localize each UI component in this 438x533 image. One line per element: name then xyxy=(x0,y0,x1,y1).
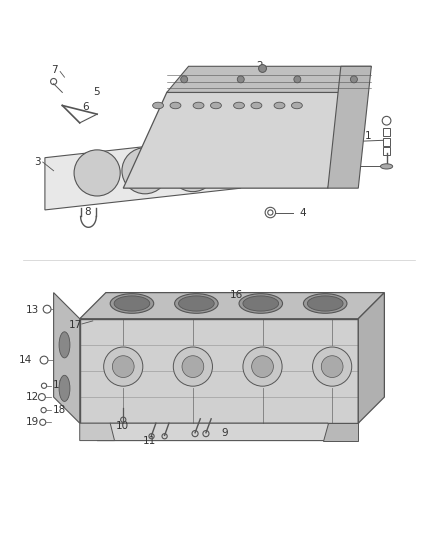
Text: 10: 10 xyxy=(116,421,128,431)
Circle shape xyxy=(258,64,266,72)
Circle shape xyxy=(113,356,134,377)
Bar xyxy=(383,147,391,155)
Text: 13: 13 xyxy=(25,305,39,315)
Bar xyxy=(383,138,391,146)
Circle shape xyxy=(173,347,212,386)
Polygon shape xyxy=(45,136,241,210)
Ellipse shape xyxy=(114,296,150,311)
Circle shape xyxy=(237,76,244,83)
Polygon shape xyxy=(167,66,371,92)
Text: 17: 17 xyxy=(69,320,82,330)
Circle shape xyxy=(252,356,273,377)
Ellipse shape xyxy=(59,332,70,358)
Polygon shape xyxy=(323,423,358,441)
Text: 9: 9 xyxy=(221,428,228,438)
Text: 2: 2 xyxy=(256,61,263,71)
Circle shape xyxy=(182,356,204,377)
Polygon shape xyxy=(97,423,341,441)
Circle shape xyxy=(181,76,187,83)
Ellipse shape xyxy=(239,294,283,313)
Circle shape xyxy=(321,356,343,377)
Text: 11: 11 xyxy=(143,435,156,446)
Ellipse shape xyxy=(243,296,279,311)
Polygon shape xyxy=(358,293,385,423)
Text: 16: 16 xyxy=(230,290,243,300)
Ellipse shape xyxy=(291,102,302,109)
Ellipse shape xyxy=(381,164,392,169)
Text: 18: 18 xyxy=(53,405,66,415)
Text: 4: 4 xyxy=(300,207,306,217)
Ellipse shape xyxy=(110,294,154,313)
Text: 3: 3 xyxy=(34,157,41,167)
Text: 5: 5 xyxy=(93,87,99,98)
Ellipse shape xyxy=(175,294,218,313)
Ellipse shape xyxy=(304,294,347,313)
Ellipse shape xyxy=(193,102,204,109)
Circle shape xyxy=(294,76,301,83)
Ellipse shape xyxy=(251,102,262,109)
Text: 8: 8 xyxy=(84,207,91,217)
Polygon shape xyxy=(80,293,385,319)
Ellipse shape xyxy=(179,296,214,311)
Text: 14: 14 xyxy=(19,355,32,365)
Ellipse shape xyxy=(211,102,221,109)
Circle shape xyxy=(74,150,120,196)
Polygon shape xyxy=(123,92,358,188)
Circle shape xyxy=(122,148,168,194)
Bar xyxy=(383,128,391,136)
Text: 6: 6 xyxy=(82,102,88,112)
Ellipse shape xyxy=(274,102,285,109)
Circle shape xyxy=(313,347,352,386)
Circle shape xyxy=(243,347,282,386)
Ellipse shape xyxy=(170,102,181,109)
Ellipse shape xyxy=(152,102,163,109)
Text: 7: 7 xyxy=(51,65,58,75)
Text: 1: 1 xyxy=(365,131,371,141)
Ellipse shape xyxy=(307,296,343,311)
Text: 12: 12 xyxy=(25,392,39,402)
Circle shape xyxy=(104,347,143,386)
Polygon shape xyxy=(328,66,371,188)
Circle shape xyxy=(350,76,357,83)
Ellipse shape xyxy=(233,102,244,109)
Polygon shape xyxy=(53,293,80,423)
Text: 19: 19 xyxy=(25,417,39,427)
Polygon shape xyxy=(80,423,115,441)
Ellipse shape xyxy=(59,375,70,401)
Circle shape xyxy=(170,146,216,192)
Polygon shape xyxy=(80,319,358,423)
Text: 15: 15 xyxy=(53,380,66,390)
